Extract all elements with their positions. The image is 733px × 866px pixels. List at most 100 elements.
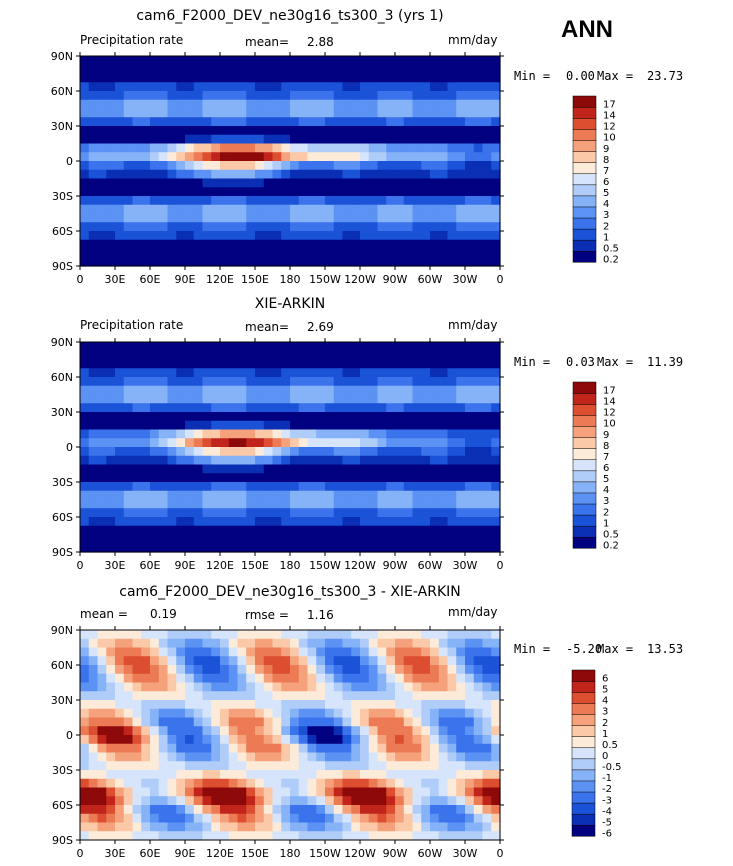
map-cell [88, 508, 99, 518]
map-cell [307, 178, 317, 188]
map-cell [395, 525, 405, 536]
map-cell [465, 517, 475, 527]
map-cell [185, 770, 195, 780]
map-cell [482, 82, 492, 92]
map-cell [80, 543, 90, 553]
map-cell [167, 342, 177, 352]
map-cell [377, 455, 387, 466]
map-cell [150, 700, 160, 710]
map-cell [211, 761, 221, 771]
map-cell [132, 543, 142, 553]
map-cell [316, 682, 326, 692]
map-cell [438, 126, 449, 136]
map-cell [167, 178, 177, 188]
map-cell [88, 196, 99, 206]
map-cell [272, 412, 282, 422]
map-cell [115, 700, 125, 710]
map-cell [246, 204, 256, 215]
colorbar-label: 1 [603, 232, 609, 243]
map-cell [158, 717, 169, 727]
map-cell [193, 231, 204, 241]
map-cell [193, 82, 204, 92]
map-cell [132, 359, 142, 369]
map-cell [368, 342, 379, 352]
map-cell [473, 464, 484, 474]
map-cell [211, 82, 221, 92]
map-cell [325, 91, 335, 101]
map-cell [368, 99, 379, 110]
map-cell [202, 178, 212, 188]
map-cell [465, 525, 475, 536]
map-cell [307, 813, 317, 824]
map-cell [150, 257, 160, 267]
map-cell [395, 464, 405, 474]
map-cell [132, 204, 142, 215]
map-cell [132, 161, 142, 171]
map-cell [150, 464, 160, 474]
map-cell [123, 822, 134, 832]
map-cell [412, 525, 422, 536]
map-cell [158, 368, 169, 378]
map-cell [193, 248, 204, 258]
map-cell [438, 805, 449, 815]
map-cell [167, 805, 177, 815]
x-tick-label: 0 [497, 559, 504, 572]
map-cell [333, 257, 344, 267]
map-cell [228, 248, 239, 258]
map-cell [115, 187, 125, 197]
map-cell [412, 534, 422, 544]
map-cell [158, 805, 169, 815]
map-cell [298, 482, 309, 492]
map-cell [316, 534, 326, 544]
map-cell [255, 222, 265, 232]
map-cell [290, 239, 300, 250]
map-cell [307, 482, 317, 492]
map-cell [141, 126, 151, 136]
map-cell [237, 543, 247, 553]
map-cell [150, 377, 160, 387]
map-cell [123, 708, 134, 719]
map-cell [456, 350, 466, 361]
map-cell [395, 196, 405, 206]
map-cell [123, 178, 134, 188]
map-cell [386, 73, 396, 83]
map-cell [272, 64, 282, 75]
map-cell [307, 525, 317, 536]
map-cell [377, 82, 387, 92]
map-cell [290, 196, 300, 206]
map-cell [272, 56, 282, 66]
map-cell [430, 248, 440, 258]
map-cell [307, 239, 317, 250]
map-cell [395, 56, 405, 66]
map-cell [88, 152, 99, 162]
map-cell [255, 490, 265, 501]
map-cell [263, 342, 274, 352]
map-cell [430, 464, 440, 474]
map-cell [211, 752, 221, 762]
map-cell [325, 56, 335, 66]
map-cell [368, 239, 379, 250]
map-cell [115, 473, 125, 483]
map-cell [185, 239, 195, 250]
map-cell [281, 178, 291, 188]
map-cell [307, 187, 317, 197]
map-cell [342, 117, 352, 127]
map-cell [360, 73, 370, 83]
map-cell [115, 482, 125, 492]
map-cell [421, 213, 431, 223]
map-cell [438, 647, 449, 657]
map-cell [421, 455, 431, 466]
map-cell [473, 525, 484, 536]
map-cell [176, 359, 186, 369]
map-cell [115, 99, 125, 110]
map-cell [412, 134, 422, 145]
map-cell [176, 213, 186, 223]
map-cell [141, 691, 151, 701]
map-cell [342, 534, 352, 544]
map-cell [465, 342, 475, 352]
map-cell [115, 682, 125, 692]
colorbar-label: 12 [603, 122, 616, 133]
map-cell [281, 99, 291, 110]
map-cell [447, 403, 457, 413]
map-cell [272, 787, 282, 797]
